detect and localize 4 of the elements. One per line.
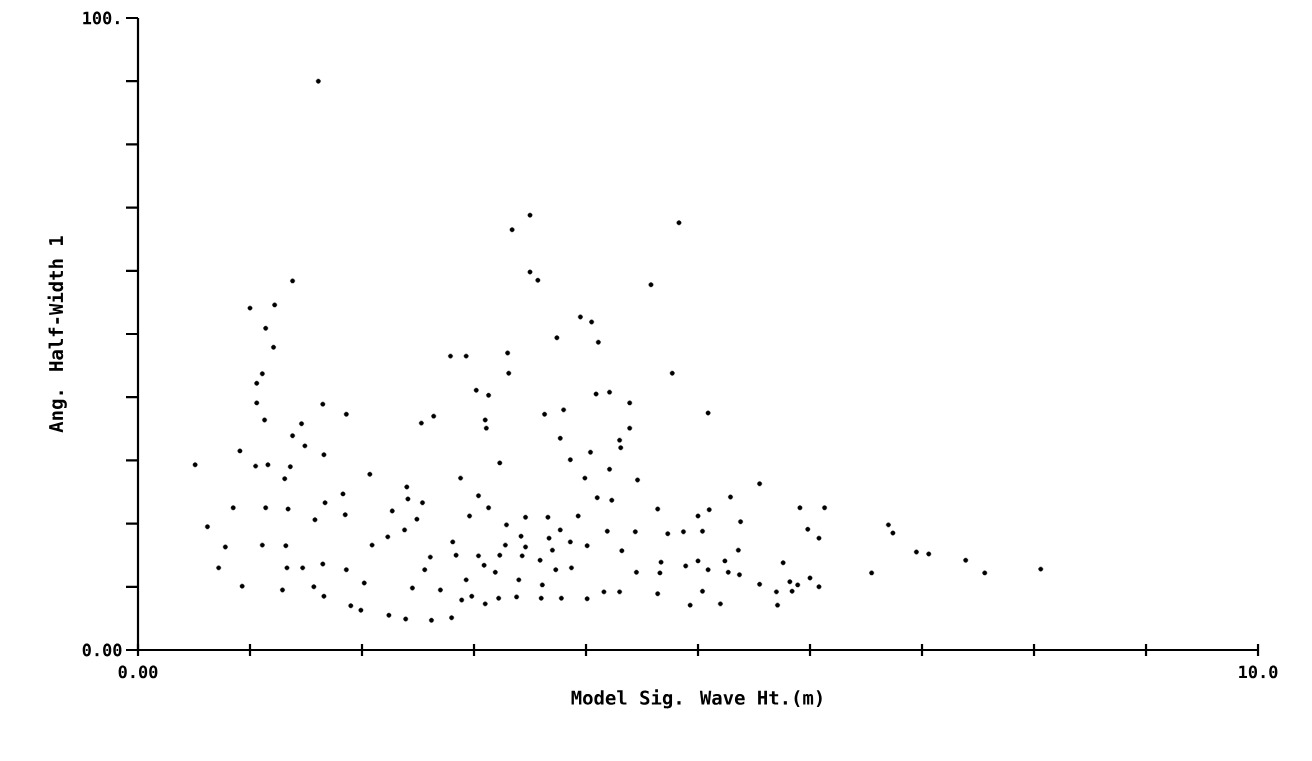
x-axis-title: Model Sig. Wave Ht.(m)	[571, 689, 822, 709]
x-tick-label: 10.0	[1239, 665, 1278, 679]
y-tick-label: 100.	[83, 11, 119, 25]
y-axis-title: Ang. Half-Width 1	[47, 236, 67, 433]
